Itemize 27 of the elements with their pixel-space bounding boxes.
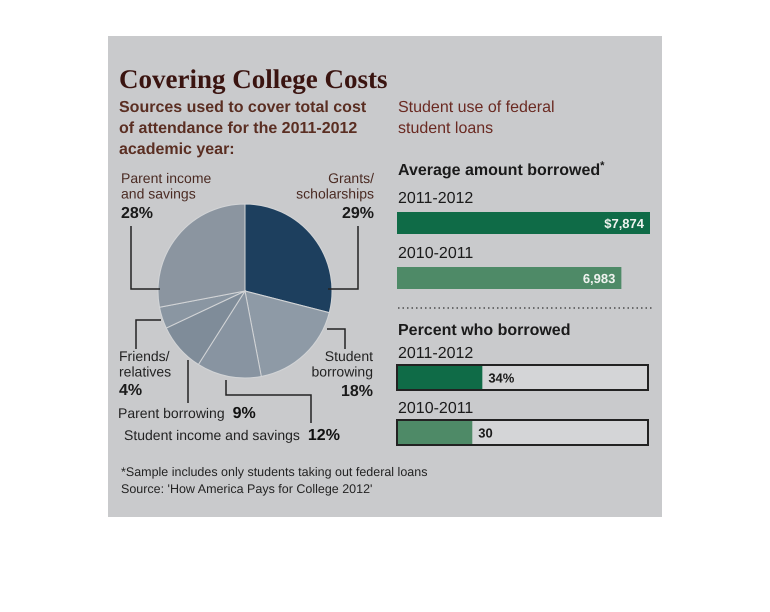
chart-title: Covering College Costs: [119, 64, 388, 94]
slice-label: Parent borrowing: [118, 405, 225, 421]
data-label: 29%: [342, 205, 374, 222]
slice-label: Student borrowing: [312, 348, 374, 380]
y-tick-label: 2011-2012: [398, 190, 474, 207]
y-tick-label: 2010-2011: [398, 400, 474, 417]
chart-subtitle: Sources used to cover total cost of attendance for the 2011-2012 academic year:: [119, 99, 367, 158]
data-label: 4%: [119, 382, 142, 399]
chart-title: Percent who borrowed: [398, 322, 570, 339]
data-label: 34%: [488, 370, 515, 386]
data-label: 6,983: [582, 271, 616, 286]
data-label: 9%: [232, 405, 256, 422]
y-tick-label: 2010-2011: [398, 245, 474, 262]
slice-label: Parent income and savings: [121, 170, 212, 202]
source-note: Source: 'How America Pays for College 2012': [121, 482, 372, 496]
data-label: 30: [478, 426, 493, 440]
y-tick-label: 2011-2012: [398, 345, 474, 362]
data-label: 18%: [340, 383, 373, 400]
text: *Sample includes only students taking out federal loans: [121, 465, 428, 479]
data-label: 28%: [121, 205, 154, 222]
chart-subtitle: Student use of federal student loans: [398, 99, 555, 137]
slice-label: Student income and savings: [124, 427, 300, 443]
data-label: $7,874: [604, 216, 645, 231]
slice-label: Grants/ scholarships: [296, 170, 374, 202]
slice-label: Friends/ relatives: [119, 348, 172, 380]
chart-title: Average amount borrowed$^{*}$: [398, 160, 606, 179]
data-label: 12%: [308, 427, 340, 444]
